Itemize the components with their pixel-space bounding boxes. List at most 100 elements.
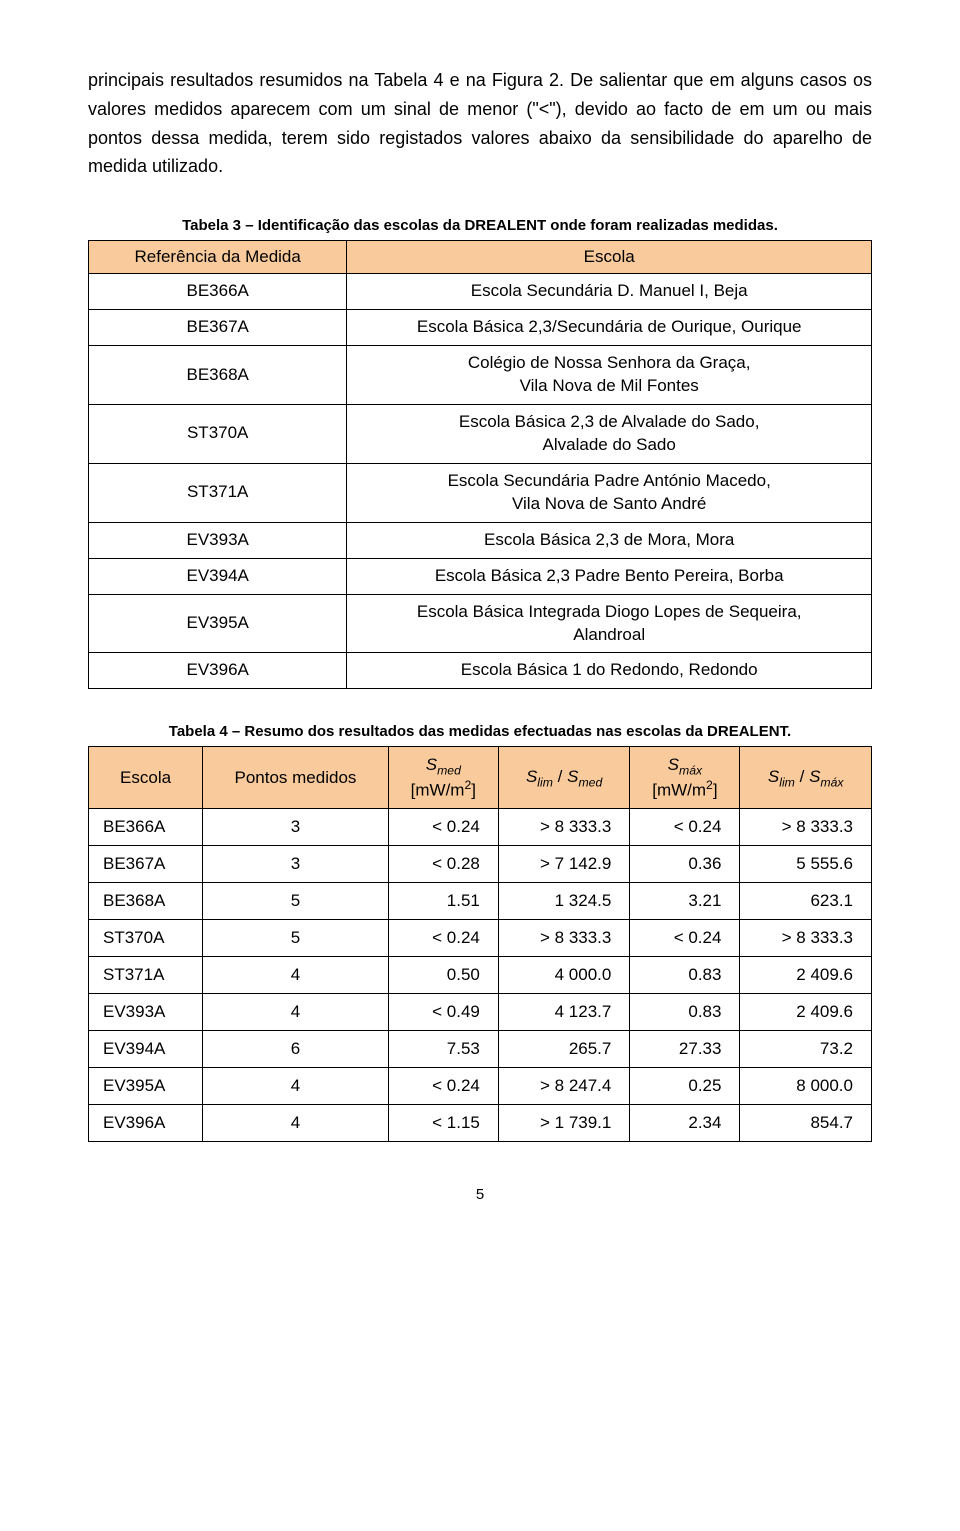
ratio-sep: / (553, 767, 567, 786)
table2-row: EV396A4< 1.15> 1 739.12.34854.7 (89, 1105, 872, 1142)
table1-row: BE368AColégio de Nossa Senhora da Graça,… (89, 346, 872, 405)
table2-row: EV393A4< 0.494 123.70.832 409.6 (89, 994, 872, 1031)
table2-cell-ratio-med: 4 123.7 (498, 994, 629, 1031)
table1-cell-ref: EV396A (89, 653, 347, 689)
s-sub-lim: lim (779, 775, 795, 789)
table2-cell-pontos: 4 (203, 994, 389, 1031)
table2-row: BE368A51.511 324.53.21623.1 (89, 883, 872, 920)
table1-cell-escola: Escola Secundária Padre António Macedo,V… (347, 463, 872, 522)
table2-cell-smed: < 0.49 (388, 994, 498, 1031)
unit-open: [mW/m (411, 780, 465, 799)
s-label: S (567, 767, 578, 786)
table1-cell-escola: Escola Básica 2,3 de Mora, Mora (347, 522, 872, 558)
table2-header-ratio-max: Slim / Smáx (740, 747, 872, 809)
s-label: S (426, 755, 437, 774)
page-number: 5 (88, 1186, 872, 1203)
table1-caption: Tabela 3 – Identificação das escolas da … (88, 217, 872, 234)
table1-cell-escola: Escola Básica 2,3/Secundária de Ourique,… (347, 310, 872, 346)
table1-cell-ref: ST371A (89, 463, 347, 522)
unit-open: [mW/m (652, 780, 706, 799)
table1-row: ST371AEscola Secundária Padre António Ma… (89, 463, 872, 522)
table2-cell-escola: ST371A (89, 957, 203, 994)
table2-row: ST370A5< 0.24> 8 333.3< 0.24> 8 333.3 (89, 920, 872, 957)
table1-header-ref: Referência da Medida (89, 241, 347, 274)
table2-cell-pontos: 4 (203, 1105, 389, 1142)
table2-cell-smed: < 0.24 (388, 920, 498, 957)
table2-cell-pontos: 4 (203, 957, 389, 994)
table2-row: BE367A3< 0.28> 7 142.90.365 555.6 (89, 846, 872, 883)
table2-cell-ratio-med: > 8 333.3 (498, 809, 629, 846)
table2-row: EV394A67.53265.727.3373.2 (89, 1031, 872, 1068)
table2-cell-pontos: 4 (203, 1068, 389, 1105)
table1-header-row: Referência da Medida Escola (89, 241, 872, 274)
table2-header-ratio-med: Slim / Smed (498, 747, 629, 809)
table1-cell-ref: EV395A (89, 594, 347, 653)
table2-cell-smed: < 0.24 (388, 809, 498, 846)
table2-cell-ratio-med: > 1 739.1 (498, 1105, 629, 1142)
table1-row: EV394AEscola Básica 2,3 Padre Bento Pere… (89, 558, 872, 594)
table2-cell-escola: EV394A (89, 1031, 203, 1068)
table2-row: EV395A4< 0.24> 8 247.40.258 000.0 (89, 1068, 872, 1105)
table2-cell-smax: 27.33 (630, 1031, 740, 1068)
table1-cell-escola: Escola Básica 2,3 de Alvalade do Sado,Al… (347, 404, 872, 463)
table2-cell-pontos: 6 (203, 1031, 389, 1068)
table2-cell-ratio-max: > 8 333.3 (740, 920, 872, 957)
table2-cell-ratio-med: > 8 333.3 (498, 920, 629, 957)
table2-row: ST371A40.504 000.00.832 409.6 (89, 957, 872, 994)
table2-cell-pontos: 5 (203, 883, 389, 920)
table1-row: ST370AEscola Básica 2,3 de Alvalade do S… (89, 404, 872, 463)
table2-cell-smed: 0.50 (388, 957, 498, 994)
table2-cell-smax: 0.83 (630, 957, 740, 994)
table2-cell-ratio-max: 2 409.6 (740, 957, 872, 994)
table1-cell-ref: BE367A (89, 310, 347, 346)
s-sub-med: med (578, 775, 602, 789)
s-label: S (668, 755, 679, 774)
table1-cell-ref: EV394A (89, 558, 347, 594)
s-label: S (809, 767, 820, 786)
table2-cell-escola: EV395A (89, 1068, 203, 1105)
table1-cell-escola: Escola Básica 2,3 Padre Bento Pereira, B… (347, 558, 872, 594)
table2-cell-escola: ST370A (89, 920, 203, 957)
table2-cell-smed: 1.51 (388, 883, 498, 920)
table1: Referência da Medida Escola BE366AEscola… (88, 240, 872, 689)
table1-cell-escola: Escola Secundária D. Manuel I, Beja (347, 274, 872, 310)
table2-cell-smax: 3.21 (630, 883, 740, 920)
table2-cell-escola: EV396A (89, 1105, 203, 1142)
table1-header-esc: Escola (347, 241, 872, 274)
table1-cell-escola: Colégio de Nossa Senhora da Graça,Vila N… (347, 346, 872, 405)
table1-cell-ref: ST370A (89, 404, 347, 463)
table2-cell-ratio-max: 623.1 (740, 883, 872, 920)
table2-cell-ratio-max: 2 409.6 (740, 994, 872, 1031)
table2-cell-ratio-med: > 7 142.9 (498, 846, 629, 883)
s-sub-lim: lim (537, 775, 553, 789)
table2-cell-ratio-med: 1 324.5 (498, 883, 629, 920)
table2-row: BE366A3< 0.24> 8 333.3< 0.24> 8 333.3 (89, 809, 872, 846)
s-sub-max: máx (679, 764, 702, 778)
table1-cell-escola: Escola Básica 1 do Redondo, Redondo (347, 653, 872, 689)
ratio-sep: / (795, 767, 809, 786)
table1-row: EV393AEscola Básica 2,3 de Mora, Mora (89, 522, 872, 558)
unit-sup: 2 (706, 778, 713, 792)
table2-cell-escola: EV393A (89, 994, 203, 1031)
table2-cell-ratio-max: 73.2 (740, 1031, 872, 1068)
s-sub-max: máx (820, 775, 843, 789)
table2-cell-smed: < 0.24 (388, 1068, 498, 1105)
table2-header-smed: Smed [mW/m2] (388, 747, 498, 809)
table2-cell-escola: BE367A (89, 846, 203, 883)
table2-caption: Tabela 4 – Resumo dos resultados das med… (88, 723, 872, 740)
s-label: S (526, 767, 537, 786)
table2-cell-ratio-max: 854.7 (740, 1105, 872, 1142)
table2-cell-ratio-med: 4 000.0 (498, 957, 629, 994)
table2-header-escola: Escola (89, 747, 203, 809)
table2-cell-smax: < 0.24 (630, 920, 740, 957)
table2-cell-ratio-max: > 8 333.3 (740, 809, 872, 846)
table2-cell-ratio-med: > 8 247.4 (498, 1068, 629, 1105)
table2-cell-smax: < 0.24 (630, 809, 740, 846)
table2-cell-pontos: 3 (203, 809, 389, 846)
table1-row: BE366AEscola Secundária D. Manuel I, Bej… (89, 274, 872, 310)
table1-cell-ref: BE366A (89, 274, 347, 310)
table2-cell-smax: 0.83 (630, 994, 740, 1031)
table1-cell-ref: BE368A (89, 346, 347, 405)
table1-row: EV396AEscola Básica 1 do Redondo, Redond… (89, 653, 872, 689)
unit-close: ] (713, 780, 718, 799)
